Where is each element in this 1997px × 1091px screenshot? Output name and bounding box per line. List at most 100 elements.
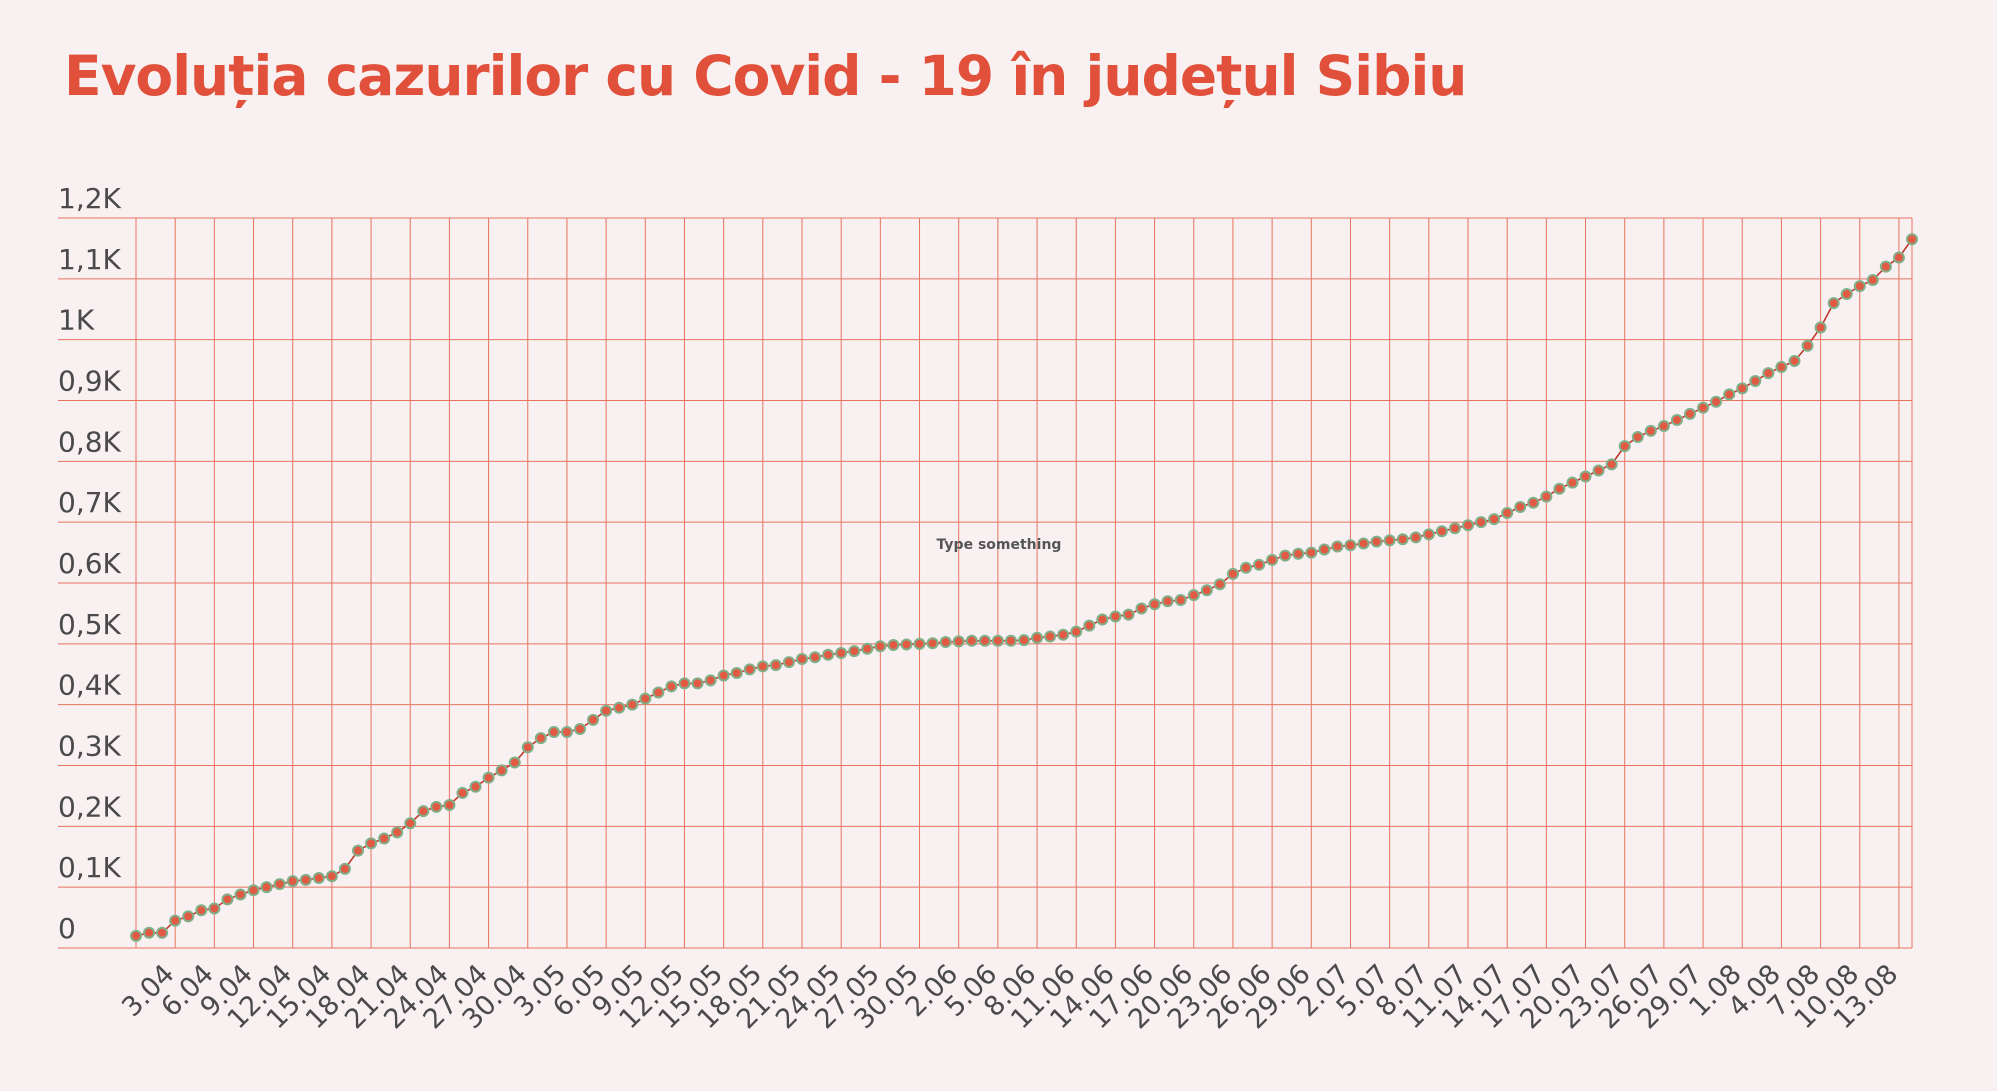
data-point — [1892, 251, 1905, 264]
data-point — [978, 634, 991, 647]
data-point — [1540, 490, 1553, 503]
y-tick-label: 0,1K — [58, 851, 122, 884]
data-point — [247, 884, 260, 897]
y-tick-label: 0,5K — [58, 608, 122, 641]
data-point — [1644, 424, 1657, 437]
data-point — [639, 692, 652, 705]
data-point — [1226, 567, 1239, 580]
data-point — [861, 642, 874, 655]
data-point — [1488, 513, 1501, 526]
data-point — [809, 651, 822, 664]
y-tick-label: 1K — [58, 304, 95, 337]
data-point — [1827, 297, 1840, 310]
data-point — [1801, 339, 1814, 352]
data-point — [587, 713, 600, 726]
data-point — [730, 667, 743, 680]
data-point — [1004, 634, 1017, 647]
y-tick-label: 0,6K — [58, 547, 122, 580]
data-point — [665, 680, 678, 693]
data-point — [1148, 598, 1161, 611]
data-point — [365, 837, 378, 850]
data-point — [182, 910, 195, 923]
y-tick-label: 0,4K — [58, 669, 122, 702]
data-point — [1331, 540, 1344, 553]
data-point — [1266, 553, 1279, 566]
data-point — [1096, 613, 1109, 626]
data-point — [169, 914, 182, 927]
data-point — [1018, 634, 1030, 647]
data-point — [600, 704, 613, 717]
data-point — [286, 875, 299, 888]
data-point — [626, 698, 639, 711]
data-point — [1044, 630, 1057, 643]
data-point — [1109, 610, 1122, 623]
data-point — [835, 646, 848, 659]
data-point — [443, 799, 456, 812]
data-point — [1579, 470, 1592, 483]
y-tick-label: 0,3K — [58, 730, 122, 763]
data-point — [547, 726, 560, 739]
data-point — [143, 926, 156, 939]
y-tick-label: 0,9K — [58, 365, 122, 398]
data-point — [1357, 537, 1370, 550]
data-point — [782, 656, 795, 669]
data-point — [1031, 631, 1044, 644]
data-point — [1749, 375, 1762, 388]
data-point — [1684, 407, 1696, 420]
data-point — [1527, 496, 1540, 509]
data-point — [273, 878, 286, 891]
data-point — [743, 663, 756, 676]
data-point — [534, 732, 547, 745]
data-point — [1383, 534, 1396, 547]
data-point — [704, 674, 717, 687]
data-point — [1723, 388, 1736, 401]
chart-title: Evoluția cazurilor cu Covid - 19 în jude… — [64, 44, 1467, 108]
data-point — [260, 881, 273, 894]
data-point — [678, 677, 691, 690]
data-point — [1475, 516, 1488, 529]
data-point — [1814, 321, 1827, 334]
data-point — [1657, 420, 1670, 433]
data-point — [469, 780, 482, 793]
data-point — [299, 873, 312, 886]
data-point — [652, 686, 665, 699]
data-point — [378, 832, 391, 845]
data-point — [325, 870, 338, 883]
data-point — [208, 902, 221, 915]
y-tick-label: 0,8K — [58, 425, 122, 458]
series-cases — [130, 233, 1918, 942]
data-point — [1396, 533, 1409, 546]
data-point — [1670, 413, 1683, 426]
data-point — [965, 634, 978, 647]
data-point — [1710, 395, 1723, 408]
y-tick-label: 1,1K — [58, 243, 122, 276]
data-point — [939, 636, 952, 649]
data-point — [391, 826, 404, 839]
y-tick-label: 1,2K — [58, 182, 122, 215]
data-point — [1762, 367, 1775, 380]
data-point — [352, 844, 364, 857]
data-point — [1083, 619, 1096, 632]
data-point — [1305, 546, 1318, 559]
x-axis: 3.046.049.0412.0415.0418.0421.0424.0427.… — [116, 959, 1904, 1036]
data-point — [338, 862, 351, 875]
chart-grid — [58, 217, 1913, 949]
data-point — [1514, 500, 1527, 513]
chart-annotation: Type something — [937, 537, 1062, 553]
data-point — [560, 726, 573, 739]
data-point — [848, 645, 861, 658]
data-point — [1866, 274, 1879, 287]
data-point — [1553, 482, 1566, 495]
data-point — [1422, 528, 1435, 541]
data-point — [312, 872, 325, 885]
data-point — [508, 756, 521, 769]
data-point — [822, 648, 835, 661]
data-point — [1592, 464, 1605, 477]
data-point — [1292, 547, 1305, 560]
data-point — [1318, 543, 1331, 556]
data-point — [717, 669, 730, 682]
data-point — [1566, 476, 1579, 489]
data-point — [926, 637, 939, 650]
data-point — [1462, 519, 1474, 532]
